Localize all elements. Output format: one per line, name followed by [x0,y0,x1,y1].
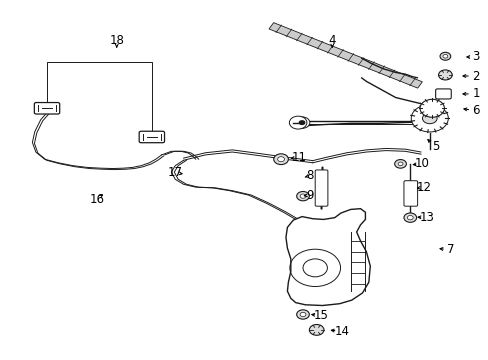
Circle shape [407,216,412,220]
Circle shape [410,105,447,132]
Text: 3: 3 [471,50,479,63]
Text: 10: 10 [414,157,429,170]
Text: 1: 1 [471,87,479,100]
Text: 13: 13 [419,211,434,224]
Circle shape [403,213,416,222]
Text: 17: 17 [167,166,183,179]
Circle shape [296,310,309,319]
Text: 11: 11 [291,151,306,164]
Circle shape [397,162,402,166]
Circle shape [394,159,406,168]
Circle shape [309,324,324,335]
Circle shape [289,116,306,129]
FancyBboxPatch shape [435,89,450,99]
Text: 8: 8 [306,169,313,182]
Text: 4: 4 [328,33,335,47]
Circle shape [296,192,309,201]
Text: 2: 2 [471,69,479,82]
Polygon shape [268,23,422,88]
FancyBboxPatch shape [34,103,60,114]
Text: 6: 6 [471,104,479,117]
Circle shape [422,113,436,124]
Circle shape [419,99,444,117]
Polygon shape [285,209,369,306]
Circle shape [439,52,450,60]
Text: 9: 9 [306,189,313,202]
Text: 7: 7 [446,243,453,256]
Circle shape [298,120,305,125]
Circle shape [294,117,309,129]
Text: 15: 15 [313,309,328,322]
Text: 18: 18 [109,33,124,47]
Circle shape [300,312,305,317]
Text: 14: 14 [334,325,349,338]
Text: 16: 16 [90,193,104,206]
Circle shape [300,194,305,198]
FancyBboxPatch shape [315,170,327,206]
Circle shape [273,154,288,165]
Circle shape [442,54,447,58]
Text: 5: 5 [431,140,438,153]
FancyBboxPatch shape [403,181,417,206]
Circle shape [438,70,451,80]
Text: 12: 12 [416,181,430,194]
FancyBboxPatch shape [139,131,164,143]
Circle shape [277,157,284,162]
